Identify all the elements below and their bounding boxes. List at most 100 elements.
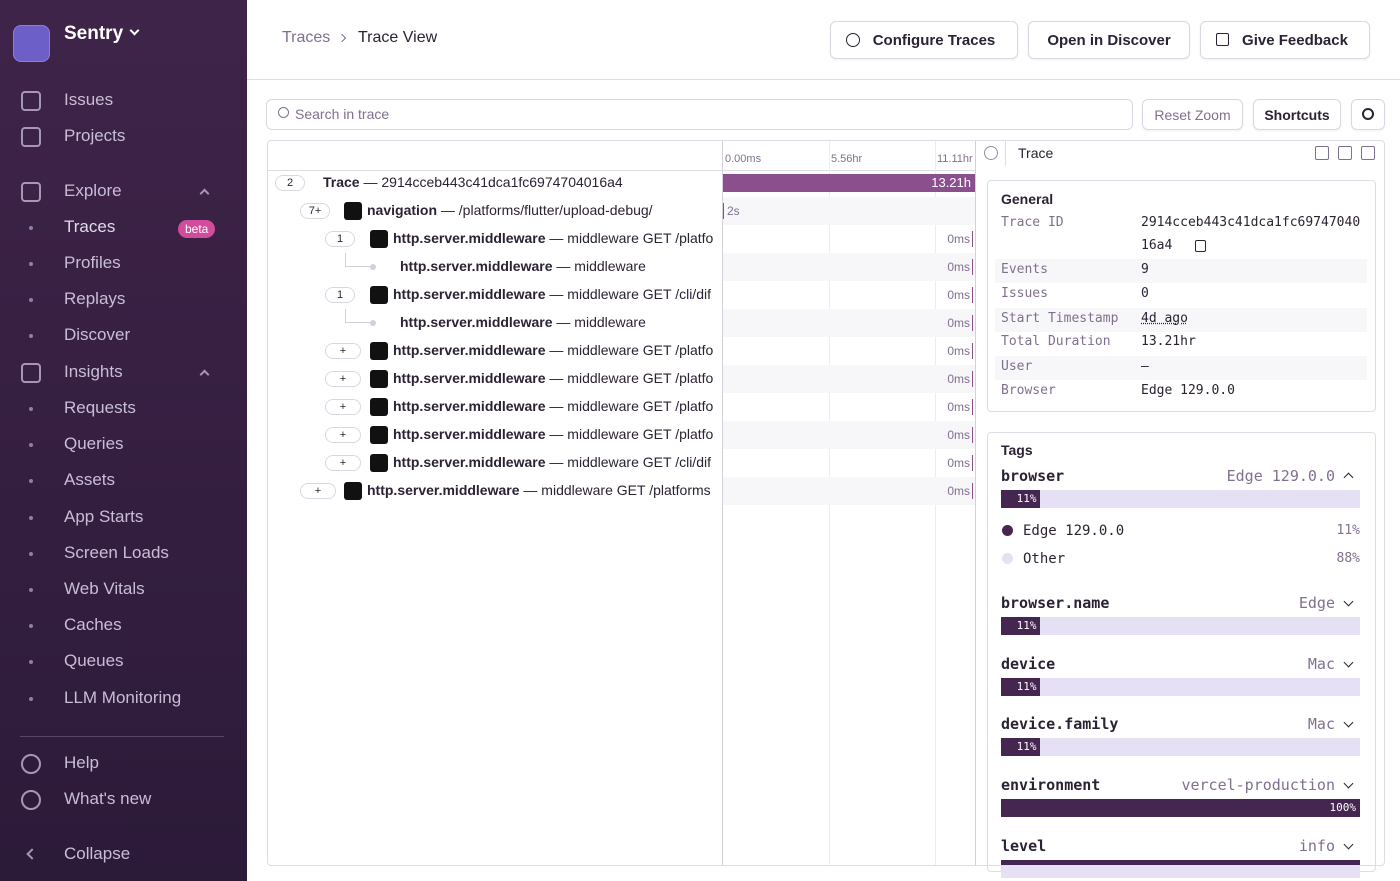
- span-op: http.server.middleware: [393, 286, 546, 302]
- span-bar: [723, 203, 724, 219]
- org-logo[interactable]: [13, 25, 50, 62]
- panel-title[interactable]: Trace: [1005, 141, 1375, 166]
- nav-item[interactable]: Insights: [64, 362, 123, 381]
- tag-bar-bg: [1001, 490, 1360, 508]
- row-badge[interactable]: 1: [325, 287, 355, 303]
- row-label[interactable]: navigation — /platforms/flutter/upload-d…: [367, 202, 722, 218]
- span-op: http.server.middleware: [393, 454, 546, 470]
- toolbar-button[interactable]: Reset Zoom: [1142, 99, 1243, 130]
- row-bg: [723, 421, 975, 449]
- row-badge[interactable]: +: [325, 371, 361, 387]
- nav-item[interactable]: Discover: [64, 325, 131, 344]
- nav-item[interactable]: Traces: [64, 217, 116, 236]
- duration: 2s: [727, 204, 740, 218]
- tag-name[interactable]: device: [1001, 655, 1056, 673]
- nav-item[interactable]: Screen Loads: [64, 542, 169, 562]
- span-op: http.server.middleware: [400, 258, 553, 274]
- span-bar: [972, 427, 973, 443]
- tag-value: Edge 129.0.0: [1226, 467, 1335, 485]
- copy-icon[interactable]: [1195, 240, 1206, 252]
- nav-item[interactable]: Issues: [64, 90, 114, 109]
- row-label[interactable]: http.server.middleware — middleware GET …: [393, 426, 722, 442]
- search-placeholder: Search in trace: [295, 106, 390, 122]
- tag-value: info: [1298, 837, 1335, 855]
- bullet: [29, 407, 33, 411]
- tag-name[interactable]: device.family: [1001, 715, 1119, 733]
- tag-bar: [1001, 799, 1360, 817]
- nav-item[interactable]: Queries: [64, 434, 124, 454]
- header-button[interactable]: Give Feedback: [1200, 21, 1370, 59]
- project-icon: [370, 342, 388, 360]
- row-label[interactable]: http.server.middleware — middleware: [400, 258, 722, 274]
- row-label[interactable]: http.server.middleware — middleware GET …: [393, 454, 722, 470]
- nav-item[interactable]: Caches: [64, 615, 122, 635]
- row-badge[interactable]: 1: [325, 231, 355, 247]
- separator: —: [437, 202, 459, 218]
- nav-item[interactable]: Help: [64, 753, 99, 772]
- row-badge[interactable]: +: [300, 483, 336, 499]
- toolbar-button[interactable]: Shortcuts: [1253, 99, 1341, 130]
- row-label[interactable]: http.server.middleware — middleware GET …: [393, 398, 722, 414]
- header-button[interactable]: Configure Traces: [830, 21, 1018, 59]
- row-badge[interactable]: 2: [275, 175, 305, 191]
- row-badge[interactable]: +: [325, 455, 361, 471]
- row-label[interactable]: http.server.middleware — middleware GET …: [393, 230, 722, 246]
- tag-value: Mac: [1307, 715, 1335, 733]
- row-badge[interactable]: +: [325, 399, 361, 415]
- nav-item[interactable]: What's new: [64, 789, 152, 808]
- nav-item[interactable]: Web Vitals: [64, 579, 145, 598]
- span-op: http.server.middleware: [393, 426, 546, 442]
- nav-item[interactable]: Replays: [64, 289, 126, 308]
- beta-badge: beta: [178, 220, 216, 238]
- nav-icon: [21, 790, 41, 810]
- layout-toggle[interactable]: [1361, 146, 1375, 160]
- row-label[interactable]: http.server.middleware — middleware GET …: [393, 370, 722, 386]
- breadcrumb[interactable]: Traces: [282, 29, 331, 46]
- row-label[interactable]: http.server.middleware — middleware GET …: [367, 482, 722, 498]
- section-title: General: [1001, 191, 1054, 207]
- nav-item[interactable]: Requests: [64, 398, 136, 417]
- tag-name[interactable]: browser.name: [1001, 594, 1110, 612]
- nav-item[interactable]: Explore: [64, 181, 122, 200]
- layout-toggle[interactable]: [1338, 146, 1352, 160]
- nav-item[interactable]: App Starts: [64, 506, 144, 526]
- org-name[interactable]: Sentry: [64, 23, 124, 44]
- span-desc: middleware: [574, 258, 646, 274]
- header-button[interactable]: Open in Discover: [1028, 21, 1190, 59]
- nav-item[interactable]: Queues: [64, 651, 124, 671]
- row-label[interactable]: http.server.middleware — middleware: [400, 314, 722, 330]
- tag-name[interactable]: browser: [1001, 467, 1065, 485]
- span-op: Trace: [323, 174, 360, 190]
- legend-dot: [1002, 553, 1013, 564]
- row-label[interactable]: http.server.middleware — middleware GET …: [393, 342, 722, 358]
- separator: —: [545, 286, 568, 302]
- row-label[interactable]: Trace — 2914cceb443c41dca1fc6974704016a4: [323, 174, 722, 190]
- bullet: [29, 334, 33, 338]
- bullet: [29, 443, 33, 448]
- span-bar: [972, 483, 973, 499]
- general-label: Issues: [1001, 286, 1048, 301]
- row-badge[interactable]: 7+: [300, 203, 330, 219]
- tag-percent: 11%: [1016, 680, 1037, 693]
- span-bar: [972, 455, 973, 471]
- general-label: Trace ID: [1001, 215, 1064, 230]
- span-op: navigation: [367, 202, 438, 218]
- breadcrumb: Trace View: [358, 29, 438, 46]
- tag-name[interactable]: level: [1001, 837, 1047, 855]
- separator: —: [552, 314, 575, 330]
- span-op: http.server.middleware: [393, 370, 546, 386]
- tag-bar: [1001, 490, 1041, 508]
- nav-item[interactable]: Collapse: [64, 844, 131, 863]
- nav-icon: [21, 127, 41, 147]
- nav-item[interactable]: Profiles: [64, 253, 121, 272]
- separator: —: [545, 230, 568, 246]
- row-badge[interactable]: +: [325, 343, 361, 359]
- tag-name[interactable]: environment: [1001, 776, 1101, 794]
- layout-toggle[interactable]: [1315, 146, 1329, 160]
- search-input[interactable]: [266, 99, 1133, 130]
- row-badge[interactable]: +: [325, 427, 361, 443]
- nav-item[interactable]: LLM Monitoring: [64, 687, 182, 707]
- nav-item[interactable]: Projects: [64, 126, 126, 145]
- nav-item[interactable]: Assets: [64, 470, 116, 490]
- row-label[interactable]: http.server.middleware — middleware GET …: [393, 286, 722, 302]
